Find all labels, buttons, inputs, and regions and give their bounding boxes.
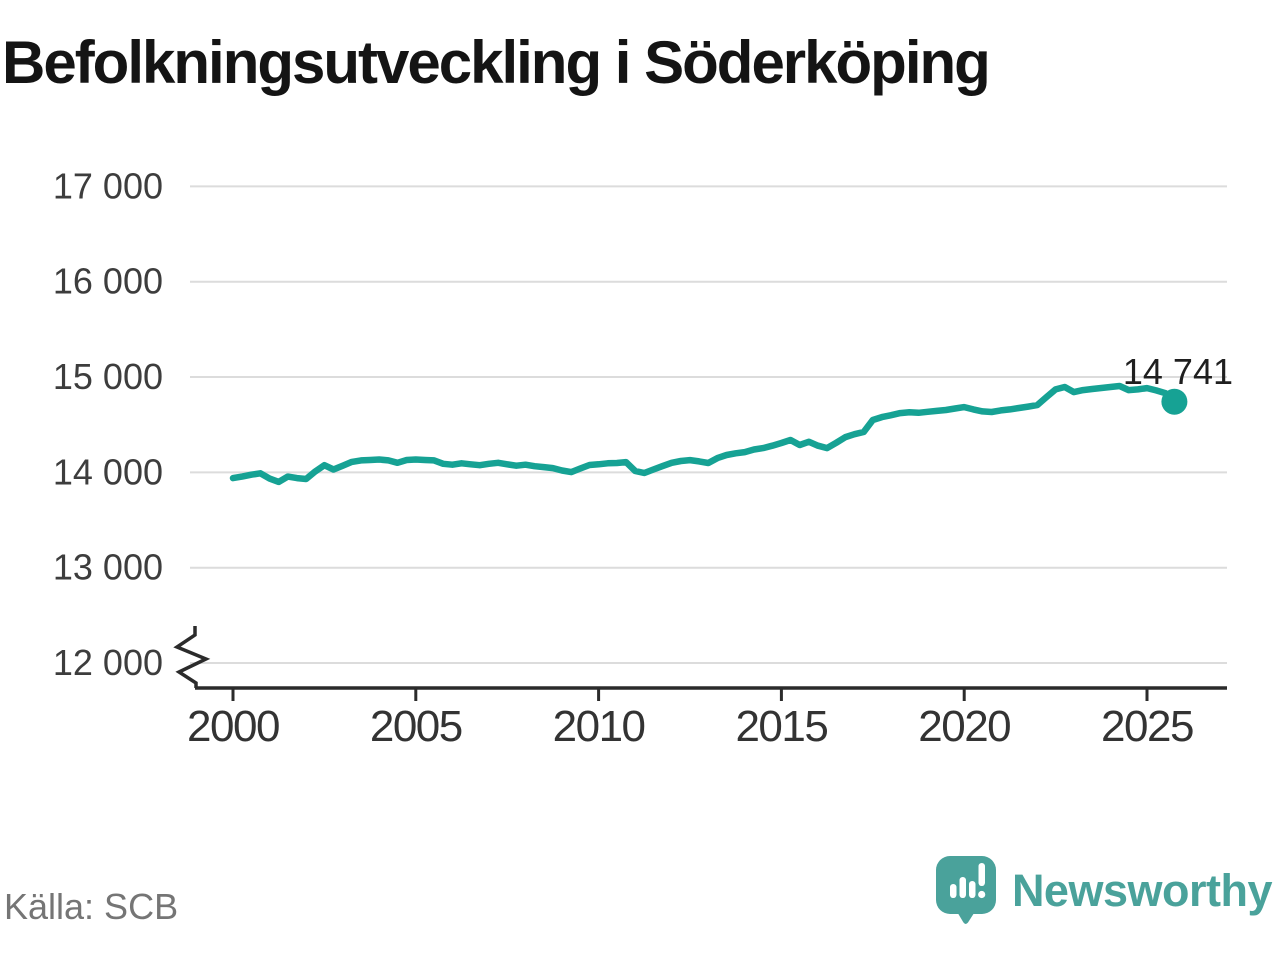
latest-value-marker [1161, 388, 1188, 415]
latest-value-label: 14 741 [1123, 351, 1233, 392]
page-title: Befolkningsutveckling i Söderköping [2, 29, 991, 96]
population-line [229, 382, 1178, 486]
y-axis-break-icon [173, 626, 211, 688]
y-tick-label: 16 000 [53, 261, 163, 302]
y-tick-label: 14 000 [53, 451, 163, 492]
y-axis-labels: 12 000 13 000 14 000 15 000 16 000 17 000 [53, 165, 163, 683]
brand-name-label: Newsworthy [1011, 865, 1273, 916]
x-tick-label: 2015 [735, 702, 827, 751]
source-label: Källa: SCB [4, 886, 179, 927]
x-tick-label: 2025 [1101, 702, 1193, 751]
y-tick-label: 12 000 [53, 642, 163, 683]
y-tick-label: 15 000 [53, 356, 163, 397]
y-tick-label: 13 000 [53, 547, 163, 588]
gridlines [190, 185, 1227, 664]
x-tick-label: 2020 [918, 702, 1010, 751]
x-tick-label: 2010 [553, 702, 645, 751]
y-tick-label: 17 000 [53, 165, 163, 206]
x-tick-label: 2005 [370, 702, 462, 751]
bar-chart-speech-bubble-icon [935, 856, 996, 924]
newsworthy-brand: Newsworthy [934, 854, 1273, 928]
x-tick-label: 2000 [187, 702, 279, 751]
